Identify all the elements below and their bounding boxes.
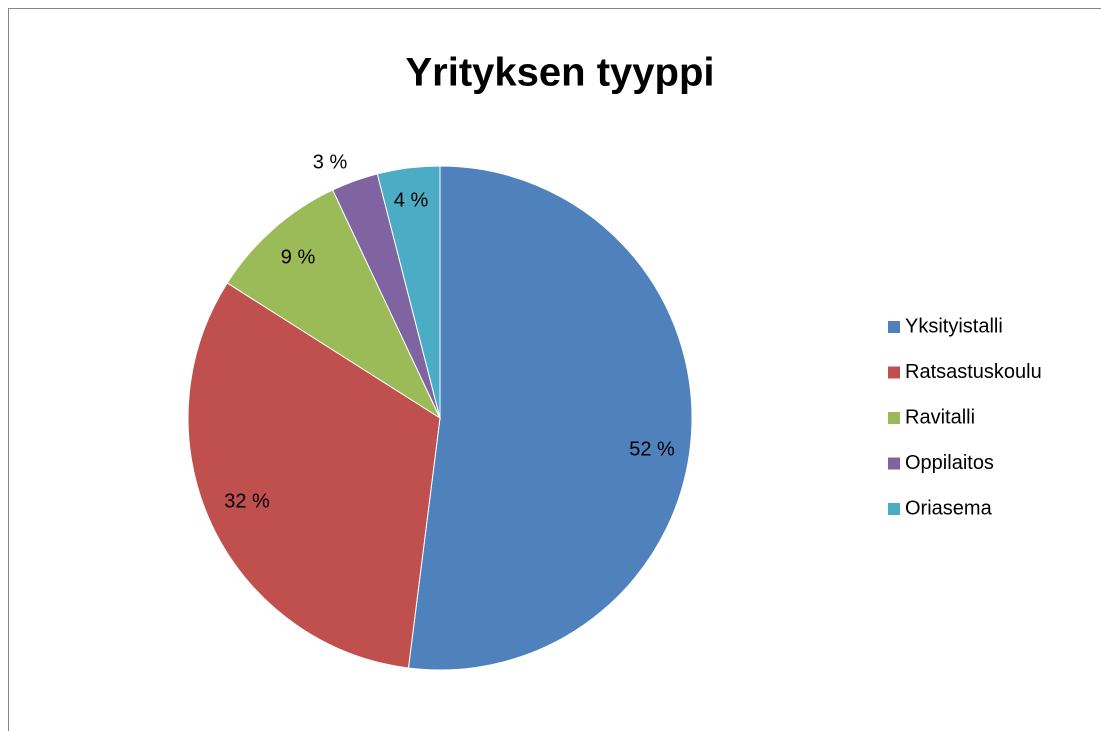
legend-swatch: [888, 366, 900, 379]
legend-swatch: [888, 503, 900, 515]
legend-label: Oppilaitos: [905, 452, 994, 474]
legend-swatch: [888, 457, 900, 470]
legend-label: Oriasema: [905, 497, 993, 519]
pie-slice: [407, 165, 693, 671]
pie-slice: [187, 282, 441, 669]
pie-slice: [376, 165, 441, 419]
data-label: 4 %: [394, 189, 429, 211]
legend-label: Ravitalli: [905, 406, 975, 428]
legend-swatch: [888, 321, 900, 333]
pie-slice: [226, 189, 442, 420]
data-label: 3 %: [313, 151, 348, 173]
data-label: 32 %: [224, 490, 270, 512]
legend-label: Yksityistalli: [905, 315, 1003, 337]
data-label: 52 %: [629, 438, 675, 460]
data-label: 9 %: [281, 246, 316, 268]
legend-label: Ratsastuskoulu: [905, 361, 1042, 383]
legend-swatch: [888, 412, 900, 424]
chart-title: Yrityksen tyyppi: [405, 51, 714, 95]
